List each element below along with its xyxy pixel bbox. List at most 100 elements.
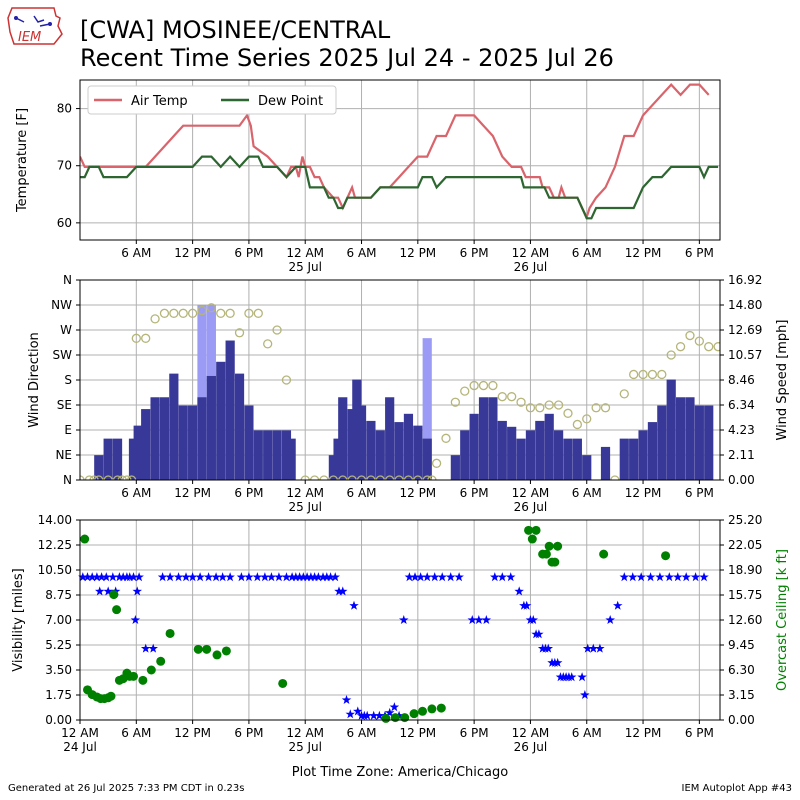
ceiling-tick-label: 22.05 <box>728 538 762 552</box>
visibility-point <box>187 572 198 582</box>
ceiling-point <box>106 691 116 701</box>
wind-direction-point <box>281 375 292 385</box>
vis-plot-group <box>78 519 720 723</box>
vis-tick-label: 12.25 <box>38 538 72 552</box>
wind-speed-tick-label: 12.69 <box>728 323 762 337</box>
visibility-point <box>134 572 144 582</box>
visibility-point <box>313 572 324 582</box>
ceiling-point <box>112 605 122 615</box>
wind-speed-bar <box>497 420 507 480</box>
ceiling-point <box>531 525 541 535</box>
wind-direction-point <box>131 333 141 343</box>
wind-direction-point <box>150 314 160 324</box>
visibility-point <box>490 572 500 582</box>
visibility-point <box>613 600 623 610</box>
wind-speed-bar <box>647 422 658 480</box>
wind-speed-bar <box>133 425 143 480</box>
vis-xtick-date-label: 24 Jul <box>63 740 97 754</box>
visibility-point <box>322 572 332 582</box>
wind-direction-point <box>94 475 104 480</box>
wind-speed-bar <box>263 430 273 480</box>
wind-direction-point <box>469 380 479 391</box>
visibility-point <box>338 586 348 596</box>
ceiling-point <box>418 706 428 716</box>
visibility-point <box>664 572 675 582</box>
temp-xtick-label: 6 PM <box>234 246 263 260</box>
temp-ytick-label: 70 <box>57 159 72 173</box>
visibility-point <box>173 572 184 582</box>
wind-speed-bar <box>600 446 611 480</box>
ceiling-point <box>156 656 166 666</box>
wind-speed-bar <box>544 413 554 480</box>
wind-speed-bar <box>244 405 254 480</box>
visibility-point <box>567 672 577 682</box>
visibility-point <box>645 572 656 582</box>
wind-direction-point <box>478 380 489 391</box>
wind-xtick-label: 6 AM <box>121 486 151 500</box>
temp-xtick-date-label: 26 Jul <box>514 260 548 274</box>
wind-speed-bar <box>272 430 282 480</box>
wind-dir-tick-label: W <box>60 323 72 337</box>
wind-direction-point <box>234 328 245 338</box>
ceiling-point <box>527 534 537 544</box>
ceiling-tick-label: 6.30 <box>728 663 755 677</box>
wind-direction-point <box>103 475 113 480</box>
wind-xtick-label: 12 AM <box>512 486 550 500</box>
wind-direction-point <box>244 308 254 318</box>
wind-direction-point <box>553 400 564 410</box>
visibility-point <box>582 643 593 653</box>
temp-xtick-label: 12 PM <box>174 246 211 260</box>
visibility-point <box>506 572 516 582</box>
wind-speed-bar <box>103 438 113 480</box>
temp-ytick-label: 60 <box>57 216 72 230</box>
wind-speed-bar <box>253 430 263 480</box>
visibility-point <box>474 615 484 624</box>
wind-direction-point <box>591 403 601 413</box>
wind-direction-point <box>497 392 507 402</box>
wind-speed-bar <box>394 422 404 480</box>
ceiling-point <box>278 678 288 688</box>
visibility-point <box>341 695 352 704</box>
wind-direction-point <box>309 475 320 480</box>
ceiling-tick-label: 25.20 <box>728 513 762 527</box>
wind-direction-point <box>206 303 217 313</box>
visibility-point <box>252 572 263 582</box>
visibility-point <box>636 572 646 582</box>
visibility-point <box>181 572 191 582</box>
ceiling-point <box>221 646 231 656</box>
temp-xtick-label: 6 AM <box>121 246 151 260</box>
wind-direction-point <box>535 403 545 413</box>
wind-speed-ylabel: Wind Speed [mph] <box>775 320 790 441</box>
wind-direction-point <box>187 308 198 318</box>
wind-speed-tick-label: 4.23 <box>728 423 755 437</box>
legend-air-temp-label: Air Temp <box>131 94 188 109</box>
wind-direction-point <box>338 475 348 480</box>
wind-dir-tick-label: E <box>64 423 72 437</box>
visibility-point <box>353 706 363 716</box>
wind-direction-point <box>197 305 207 316</box>
wind-xtick-label: 12 PM <box>174 486 211 500</box>
ceiling-point <box>436 703 446 713</box>
footer-generated: Generated at 26 Jul 2025 7:33 PM CDT in … <box>8 783 245 794</box>
ceiling-point <box>550 557 560 567</box>
wind-direction-point <box>394 475 404 480</box>
vis-tick-label: 5.25 <box>45 638 72 652</box>
ceiling-point <box>109 590 119 600</box>
wind-direction-point <box>126 475 137 480</box>
ceiling-point <box>524 525 534 535</box>
visibility-point <box>399 615 409 624</box>
visibility-point <box>114 572 125 582</box>
visibility-point <box>543 643 553 653</box>
wind-speed-bar <box>619 438 629 480</box>
ceiling-point <box>599 549 609 559</box>
visibility-point <box>699 572 709 582</box>
wind-direction-point <box>89 475 99 480</box>
wind-direction-point <box>572 419 583 430</box>
ceiling-tick-label: 15.75 <box>728 588 762 602</box>
wind-direction-point <box>666 350 676 360</box>
visibility-point <box>95 586 105 596</box>
visibility-point <box>437 572 447 582</box>
visibility-ylabel: Visibility [miles] <box>11 568 26 671</box>
temp-xtick-label: 12 PM <box>625 246 662 260</box>
